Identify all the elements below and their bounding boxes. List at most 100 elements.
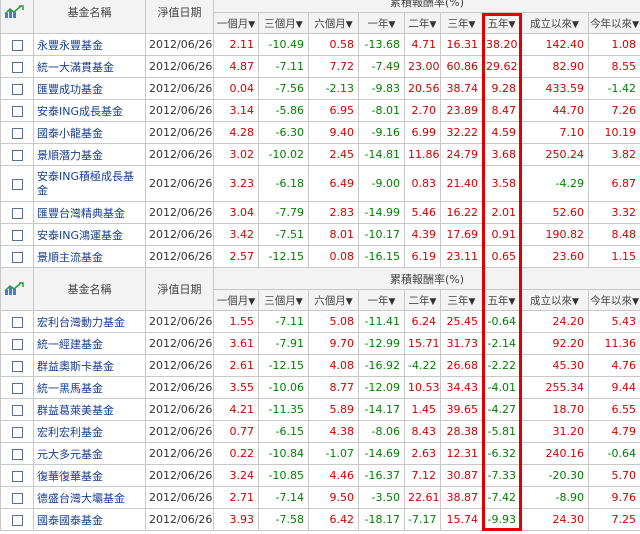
checkbox-icon[interactable] (11, 470, 23, 482)
column-header-sort[interactable]: 六個月▼ (308, 289, 359, 311)
fund-name-link[interactable]: 復華復華基金 (37, 469, 103, 483)
return-value: 31.20 (520, 420, 589, 443)
checkbox-icon[interactable] (11, 207, 23, 219)
fund-name-cell: 國泰小龍基金 (33, 121, 146, 144)
column-header-sort[interactable]: 一年▼ (358, 289, 405, 311)
fund-name-link[interactable]: 統一大滿貫基金 (37, 60, 114, 74)
checkbox-icon[interactable] (11, 404, 23, 416)
checkbox-icon[interactable] (11, 514, 23, 526)
fund-name-link[interactable]: 群益葛萊美基金 (37, 403, 114, 417)
return-value: 3.23 (213, 165, 259, 202)
checkbox-icon[interactable] (11, 149, 23, 161)
sort-arrow-icon: ▼ (345, 296, 353, 307)
return-value: 24.79 (440, 143, 483, 166)
column-label: 二年 (408, 17, 430, 30)
checkbox-icon[interactable] (11, 229, 23, 241)
fund-name-cell: 統一大滿貫基金 (33, 55, 146, 78)
return-value: 433.59 (520, 77, 589, 100)
column-header-sort[interactable]: 今年以來▼ (587, 12, 640, 34)
return-value: 7.10 (520, 121, 589, 144)
fund-name-link[interactable]: 國泰小龍基金 (37, 126, 103, 140)
fund-name-link[interactable]: 景順主流基金 (37, 250, 103, 264)
fund-name-link[interactable]: 宏利台灣動力基金 (37, 315, 125, 329)
column-header-sort[interactable]: 一個月▼ (213, 289, 259, 311)
fund-name-cell: 群益奧斯卡基金 (33, 354, 146, 377)
checkbox-icon[interactable] (11, 382, 23, 394)
fund-name-link[interactable]: 匯豐台灣精典基金 (37, 206, 125, 220)
checkbox-icon[interactable] (11, 105, 23, 117)
fund-name-header: 基金名稱 (33, 267, 146, 311)
column-header-sort[interactable]: 三年▼ (440, 12, 483, 34)
column-header-sort[interactable]: 五年▼ (482, 289, 521, 311)
table-row: 安泰ING鴻運基金 2012/06/26 3.42 -7.51 8.01 -10.17 4.… (0, 223, 640, 246)
return-value: 2.57 (213, 245, 259, 268)
checkbox-icon[interactable] (11, 178, 23, 190)
column-header-sort[interactable]: 今年以來▼ (587, 289, 640, 311)
chart-icon[interactable] (0, 267, 34, 311)
nav-date-cell: 2012/06/26 (145, 33, 214, 56)
column-header-sort[interactable]: 五年▼ (482, 12, 521, 34)
fund-name-link[interactable]: 統一黑馬基金 (37, 381, 103, 395)
return-value: 23.60 (520, 245, 589, 268)
return-value: 8.48 (587, 223, 640, 246)
checkbox-icon[interactable] (11, 61, 23, 73)
checkbox-icon[interactable] (11, 251, 23, 263)
nav-date-cell: 2012/06/26 (145, 486, 214, 509)
checkbox-icon[interactable] (11, 360, 23, 372)
fund-name-link[interactable]: 匯豐成功基金 (37, 82, 103, 96)
checkbox-icon[interactable] (11, 39, 23, 51)
return-value: -20.30 (520, 464, 589, 487)
return-value: 31.73 (440, 332, 483, 355)
fund-name-link[interactable]: 統一經建基金 (37, 337, 103, 351)
checkbox-icon[interactable] (11, 338, 23, 350)
fund-name-link[interactable]: 德盛台灣大壩基金 (37, 491, 125, 505)
fund-name-link[interactable]: 安泰ING成長基金 (37, 104, 123, 118)
fund-name-link[interactable]: 群益奧斯卡基金 (37, 359, 114, 373)
nav-date-cell: 2012/06/26 (145, 77, 214, 100)
column-header-sort[interactable]: 二年▼ (404, 289, 441, 311)
return-value: 4.76 (587, 354, 640, 377)
column-header-sort[interactable]: 三個月▼ (258, 289, 309, 311)
checkbox-icon[interactable] (11, 83, 23, 95)
select-cell (0, 508, 34, 531)
fund-name-link[interactable]: 國泰國泰基金 (37, 513, 103, 527)
return-value: 4.39 (404, 223, 441, 246)
checkbox-icon[interactable] (11, 492, 23, 504)
return-value: 23.00 (404, 55, 441, 78)
select-cell (0, 398, 34, 421)
chart-icon[interactable] (0, 0, 34, 34)
return-value: 240.16 (520, 442, 589, 465)
checkbox-icon[interactable] (11, 316, 23, 328)
return-value: -1.07 (308, 442, 359, 465)
column-header-sort[interactable]: 成立以來▼ (520, 289, 589, 311)
return-value: 44.70 (520, 99, 589, 122)
fund-name-link[interactable]: 景順潛力基金 (37, 148, 103, 162)
column-label: 五年 (487, 294, 509, 307)
column-header-sort[interactable]: 一個月▼ (213, 12, 259, 34)
fund-name-link[interactable]: 安泰ING積極成長基金 (37, 169, 134, 197)
table-row: 永豐永豐基金 2012/06/26 2.11 -10.49 0.58 -13.68 4.71… (0, 33, 640, 56)
column-header-sort[interactable]: 一年▼ (358, 12, 405, 34)
return-value: -8.06 (358, 420, 405, 443)
return-value: 23.89 (440, 99, 483, 122)
column-header-sort[interactable]: 三年▼ (440, 289, 483, 311)
checkbox-icon[interactable] (11, 426, 23, 438)
checkbox-icon[interactable] (11, 448, 23, 460)
table-row: 國泰小龍基金 2012/06/26 4.28 -6.30 9.40 -9.16 6.99 32… (0, 121, 640, 144)
return-value: 26.68 (440, 354, 483, 377)
return-value: -6.18 (258, 165, 309, 202)
column-header-sort[interactable]: 二年▼ (404, 12, 441, 34)
return-value: 5.43 (587, 310, 640, 333)
nav-date-cell: 2012/06/26 (145, 464, 214, 487)
checkbox-icon[interactable] (11, 127, 23, 139)
return-value: 28.38 (440, 420, 483, 443)
column-header-sort[interactable]: 成立以來▼ (520, 12, 589, 34)
fund-name-link[interactable]: 元大多元基金 (37, 447, 103, 461)
fund-name-link[interactable]: 安泰ING鴻運基金 (37, 228, 123, 242)
fund-name-link[interactable]: 永豐永豐基金 (37, 38, 103, 52)
column-header-sort[interactable]: 三個月▼ (258, 12, 309, 34)
column-header-sort[interactable]: 六個月▼ (308, 12, 359, 34)
return-value: -7.17 (404, 508, 441, 531)
fund-name-link[interactable]: 宏利宏利基金 (37, 425, 103, 439)
return-value: 3.02 (213, 143, 259, 166)
